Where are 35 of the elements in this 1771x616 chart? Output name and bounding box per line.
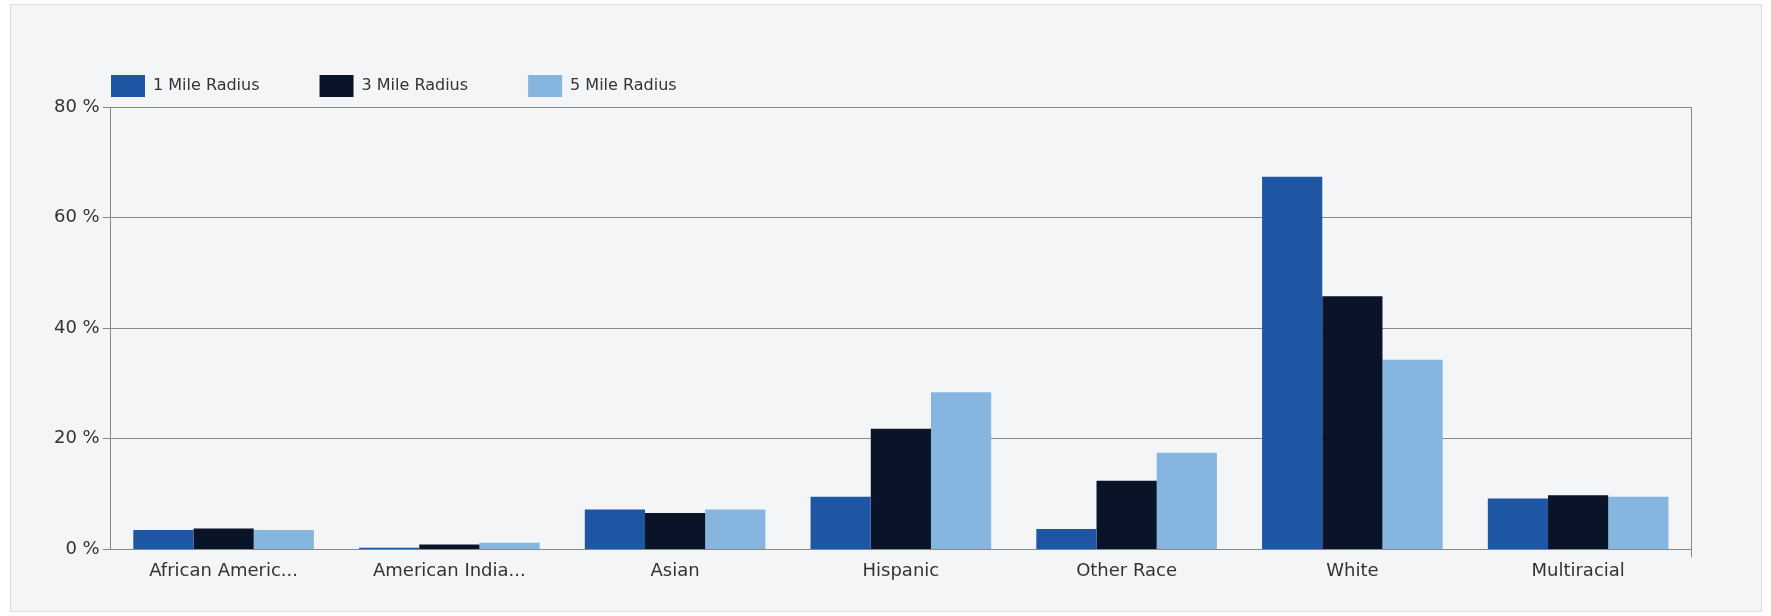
bar: [1156, 452, 1217, 549]
bar: [870, 428, 931, 549]
bar: [584, 509, 646, 549]
legend-label: 3 Mile Radius: [361, 75, 469, 95]
x-tick-label: African Americ...: [149, 558, 299, 580]
bar: [419, 544, 480, 549]
legend-label: 5 Mile Radius: [570, 75, 677, 95]
x-tick-label: Multiracial: [1531, 558, 1625, 580]
bar: [1096, 480, 1157, 549]
y-tick-label: 80 %: [54, 94, 100, 116]
bar: [930, 392, 992, 549]
x-tick-label: American India...: [373, 558, 526, 580]
bar: [645, 512, 706, 549]
bar: [193, 528, 254, 549]
y-tick-label: 0 %: [65, 537, 100, 559]
x-tick-label: Asian: [650, 558, 700, 580]
bar: [1382, 359, 1443, 549]
x-tick-label: Other Race: [1076, 558, 1178, 580]
bar: [1322, 296, 1383, 549]
x-tick-label: Hispanic: [862, 558, 940, 580]
bar: [253, 530, 314, 549]
bar: [1036, 528, 1097, 549]
y-tick-label: 60 %: [54, 205, 100, 227]
legend-label: 1 Mile Radius: [153, 75, 260, 95]
y-tick-label: 20 %: [54, 426, 100, 448]
bar: [479, 542, 540, 549]
bar: [1487, 498, 1549, 549]
bar: [1608, 496, 1669, 549]
bar: [705, 509, 766, 549]
bar: [133, 530, 194, 549]
bar: [1262, 176, 1323, 549]
bar: [1548, 495, 1609, 549]
bar: [810, 496, 871, 549]
x-tick-label: White: [1326, 558, 1379, 580]
y-tick-label: 40 %: [54, 315, 100, 337]
